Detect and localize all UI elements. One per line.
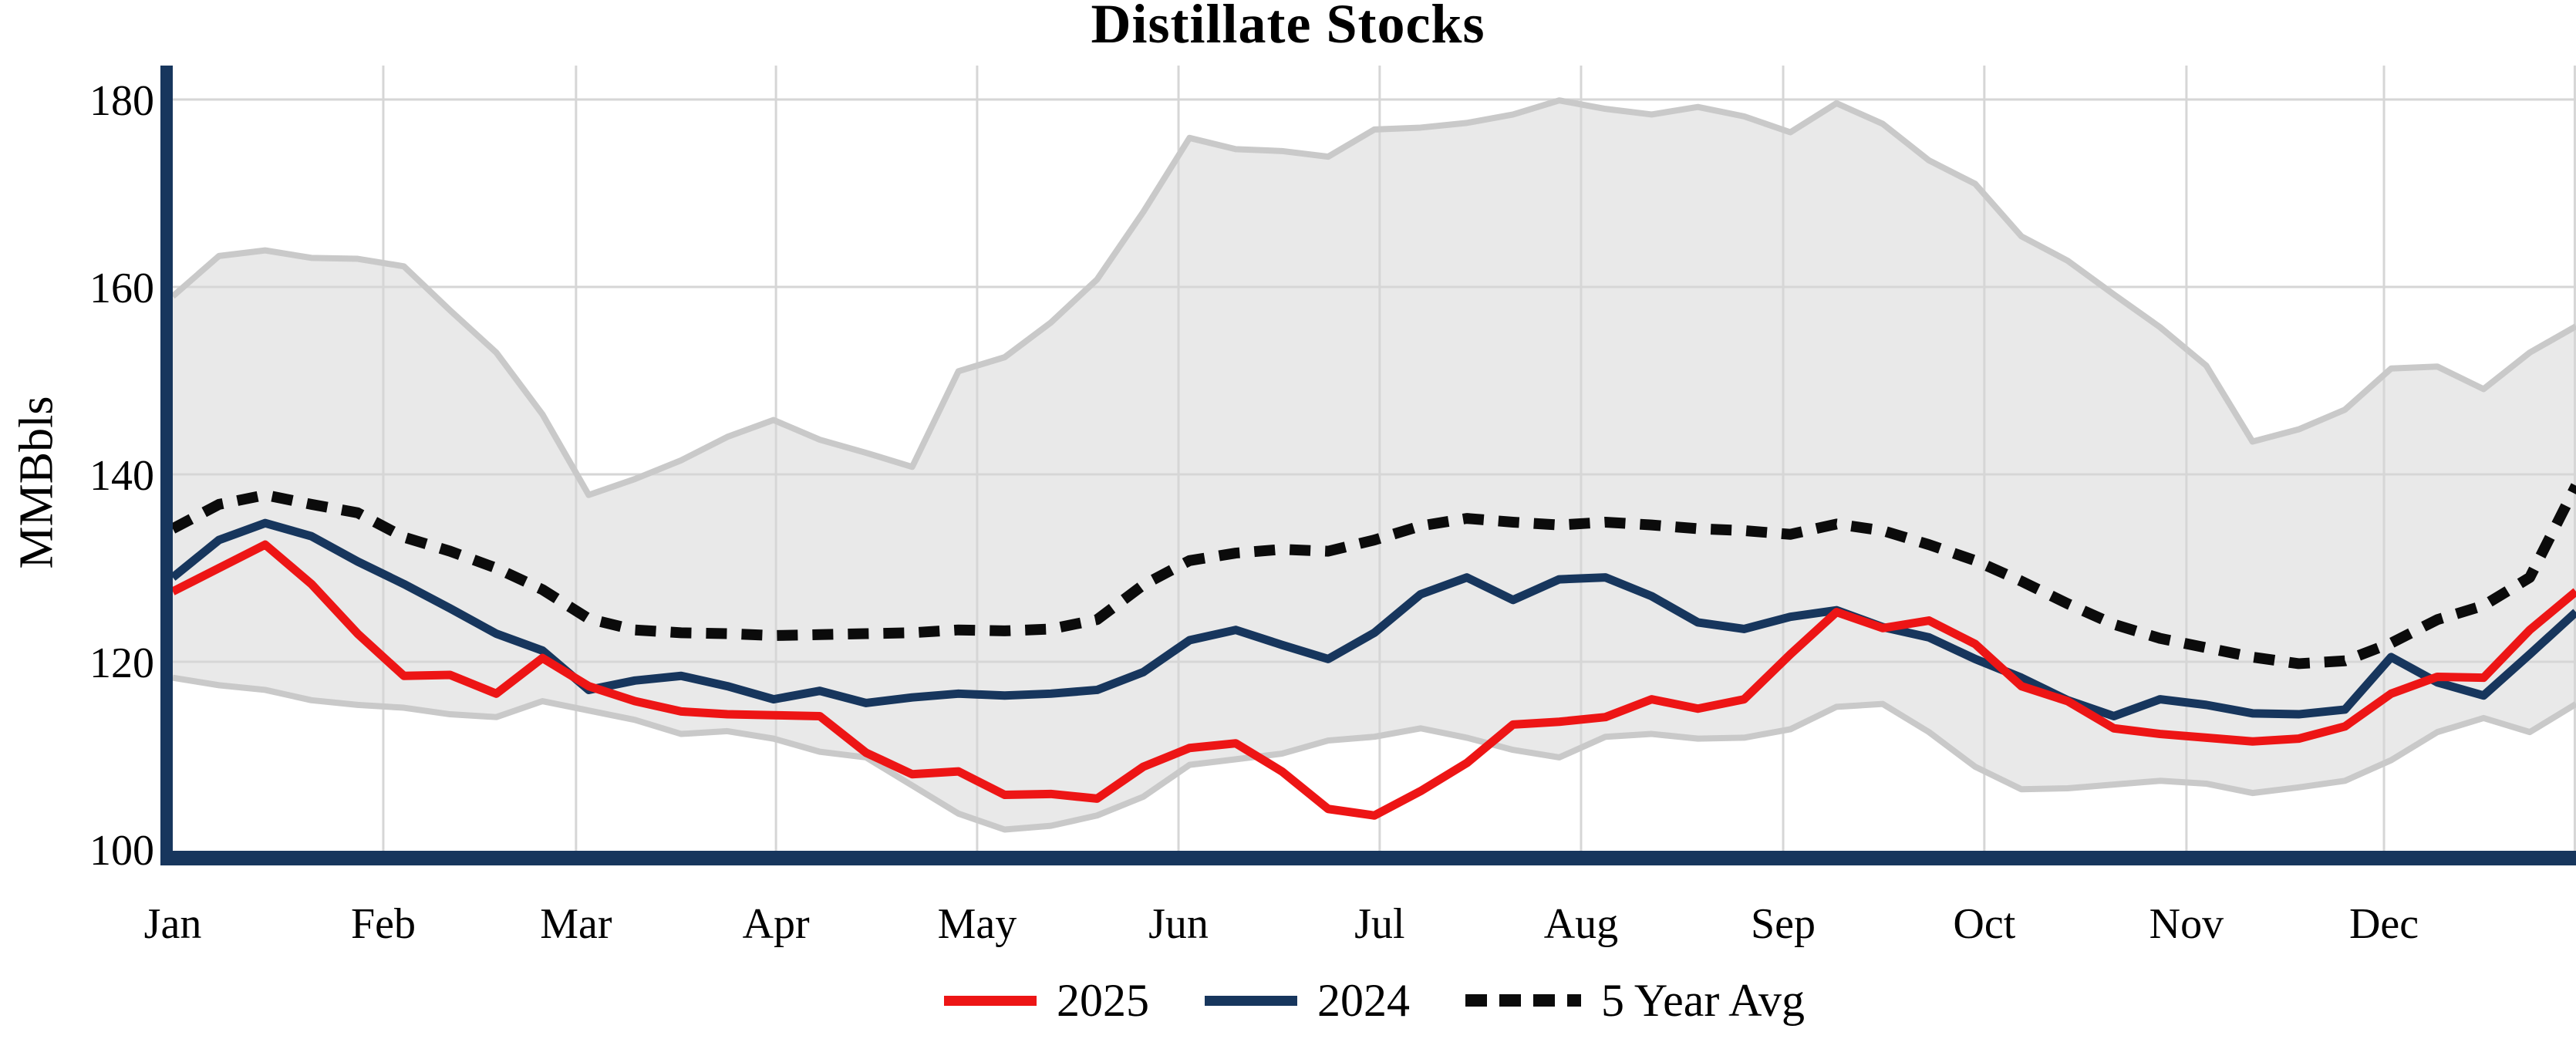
x-tick-label-Dec: Dec — [2349, 900, 2419, 948]
y-tick-label-140: 140 — [89, 452, 154, 500]
legend-item-5yr-avg: 5 Year Avg — [1465, 974, 1805, 1027]
x-axis-spine — [160, 851, 2576, 865]
legend-swatch-2025 — [944, 995, 1037, 1006]
legend-label-5yr-avg: 5 Year Avg — [1601, 974, 1805, 1026]
series-line-2025 — [170, 540, 2576, 820]
band-bottom-edge — [172, 674, 2576, 833]
x-tick-label-Jan: Jan — [144, 900, 202, 948]
five-year-range-band — [173, 100, 2576, 830]
x-tick-label-Feb: Feb — [351, 900, 416, 948]
legend: 2025 2024 5 Year Avg — [173, 966, 2576, 1035]
x-tick-label-Oct: Oct — [1953, 900, 2015, 948]
x-tick-label-Aug: Aug — [1544, 900, 1618, 948]
legend-label-2024: 2024 — [1317, 974, 1411, 1026]
y-tick-label-120: 120 — [89, 639, 154, 687]
legend-label-2025: 2025 — [1057, 974, 1150, 1026]
x-tick-label-Jun: Jun — [1148, 900, 1209, 948]
x-tick-label-Mar: Mar — [540, 900, 612, 948]
y-tick-label-180: 180 — [89, 77, 154, 125]
page-title: Distillate Stocks — [1091, 0, 1485, 55]
band-top-edge — [170, 97, 2576, 498]
legend-item-2024: 2024 — [1205, 974, 1410, 1027]
x-tick-label-Sep: Sep — [1751, 900, 1816, 948]
y-tick-label-160: 160 — [89, 265, 154, 312]
y-tick-label-100: 100 — [89, 827, 154, 875]
legend-item-2025: 2025 — [944, 974, 1149, 1027]
x-tick-label-May: May — [938, 900, 1017, 948]
legend-swatch-5yr-avg-dashes-icon — [1465, 994, 1582, 1007]
x-tick-label-Nov: Nov — [2149, 900, 2224, 948]
y-axis-spine — [160, 66, 173, 865]
x-tick-label-Jul: Jul — [1354, 900, 1404, 948]
x-tick-label-Apr: Apr — [743, 900, 810, 948]
series-line-5-year-avg — [170, 483, 2576, 670]
legend-swatch-2024 — [1205, 995, 1298, 1006]
